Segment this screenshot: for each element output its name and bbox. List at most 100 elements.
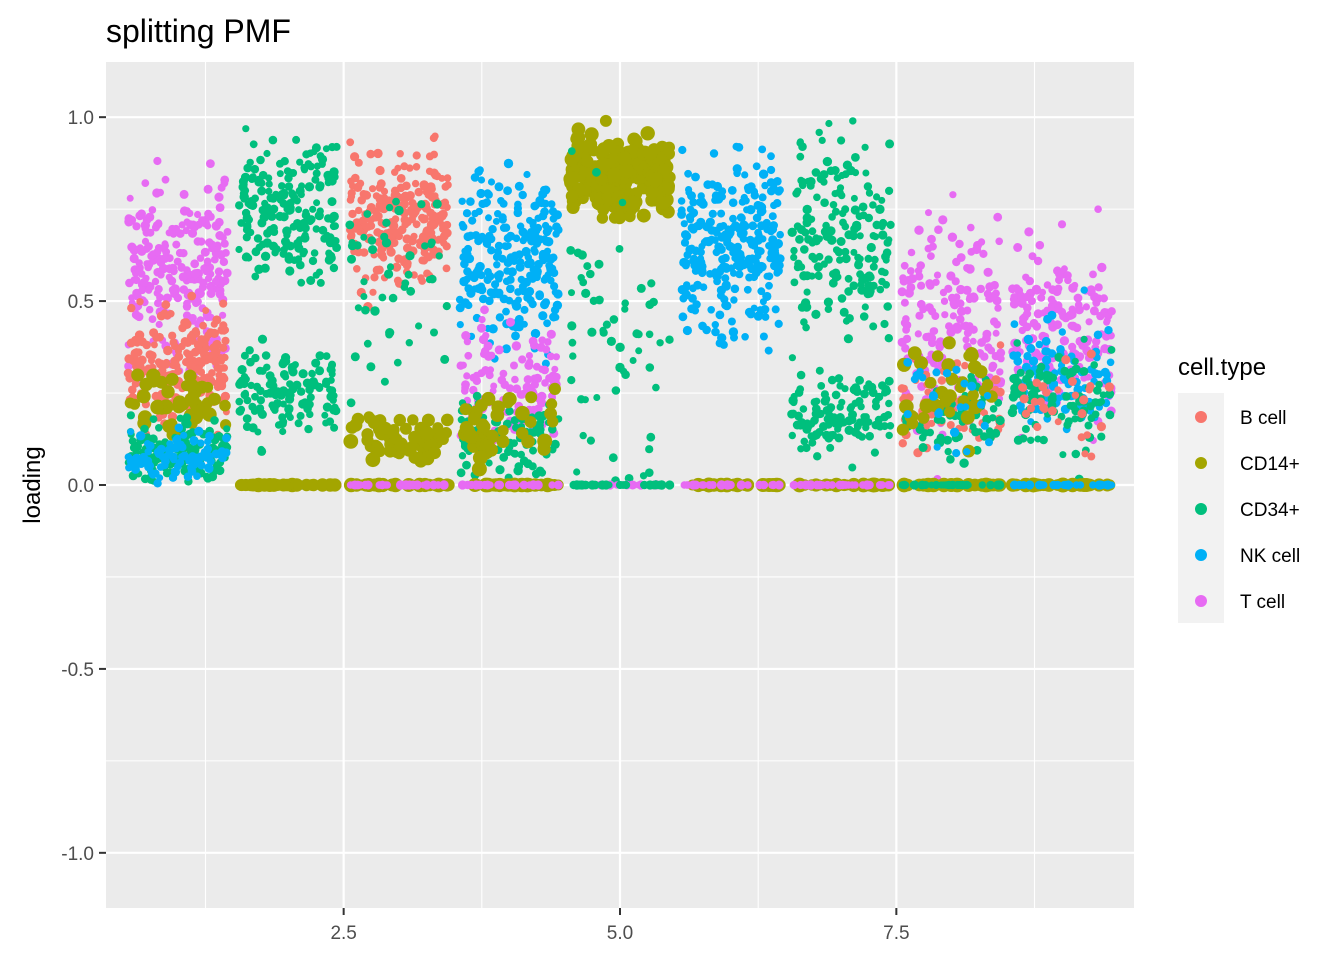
data-point	[962, 336, 970, 344]
data-point	[235, 397, 244, 406]
data-point	[200, 247, 210, 257]
data-point	[624, 210, 636, 223]
data-point	[304, 182, 315, 192]
data-point	[579, 278, 588, 287]
data-point	[494, 248, 503, 257]
data-point	[942, 389, 957, 404]
data-point	[156, 474, 164, 482]
data-point	[151, 391, 161, 401]
data-point	[949, 427, 960, 437]
data-point	[810, 398, 819, 407]
data-point	[885, 399, 893, 408]
data-point	[952, 365, 961, 374]
data-point	[483, 276, 492, 284]
data-point	[375, 265, 384, 275]
data-point	[360, 233, 368, 241]
data-point	[984, 343, 993, 352]
data-point	[257, 445, 265, 454]
data-point	[995, 237, 1003, 246]
data-point	[1079, 367, 1089, 376]
data-point	[692, 246, 700, 255]
data-point	[265, 371, 275, 381]
data-point	[497, 425, 509, 437]
data-point	[139, 377, 153, 392]
data-point	[878, 196, 886, 204]
data-point	[1081, 450, 1089, 458]
data-point	[215, 231, 225, 240]
data-point	[1033, 256, 1043, 266]
data-point	[938, 215, 948, 225]
data-point	[128, 385, 137, 395]
data-point	[886, 422, 895, 430]
data-point	[567, 321, 577, 331]
data-point	[866, 289, 874, 298]
data-point	[917, 281, 926, 290]
data-point	[1042, 355, 1052, 365]
data-point	[621, 305, 629, 313]
data-point	[306, 393, 315, 402]
data-point	[210, 255, 219, 264]
data-point	[129, 443, 139, 453]
data-point	[421, 242, 429, 250]
data-point	[831, 268, 841, 278]
data-point	[538, 365, 546, 373]
data-point	[141, 179, 150, 188]
data-point	[936, 433, 945, 442]
data-point	[318, 225, 328, 235]
data-point	[321, 411, 329, 419]
data-point	[876, 285, 885, 294]
data-point	[967, 389, 979, 401]
data-point	[386, 246, 395, 255]
data-point	[370, 306, 380, 316]
data-point	[1027, 436, 1035, 444]
data-point	[547, 200, 556, 209]
data-point	[962, 285, 972, 295]
data-point	[215, 203, 225, 213]
data-point	[183, 472, 193, 481]
data-point	[771, 305, 780, 314]
data-point	[220, 179, 229, 188]
data-point	[193, 297, 202, 306]
data-point	[472, 371, 481, 380]
data-point	[511, 301, 522, 311]
data-point	[645, 330, 654, 339]
data-point	[124, 453, 133, 461]
data-point	[1087, 452, 1096, 461]
data-point	[953, 481, 962, 489]
data-point	[210, 416, 219, 425]
data-point	[716, 480, 727, 490]
data-point	[1107, 346, 1116, 354]
data-point	[1033, 422, 1042, 432]
data-point	[396, 183, 406, 193]
data-point	[863, 182, 873, 191]
data-point	[717, 333, 727, 343]
data-point	[184, 351, 193, 360]
data-point	[389, 238, 399, 247]
data-point	[222, 433, 231, 443]
data-point	[378, 293, 387, 302]
data-point	[202, 381, 214, 393]
data-point	[239, 192, 248, 202]
data-point	[790, 278, 799, 287]
data-point	[163, 312, 171, 320]
data-point	[147, 351, 157, 361]
data-point	[738, 214, 746, 222]
data-point	[1103, 480, 1113, 490]
data-point	[465, 301, 473, 310]
data-point	[354, 158, 363, 167]
data-point	[869, 322, 878, 331]
data-point	[647, 279, 656, 288]
data-point	[1035, 240, 1045, 250]
data-point	[312, 225, 320, 233]
data-point	[135, 259, 143, 267]
data-point	[375, 165, 385, 176]
data-point	[824, 305, 833, 314]
data-point	[174, 352, 184, 362]
data-point	[1059, 336, 1070, 346]
data-point	[396, 174, 406, 183]
data-point	[510, 416, 519, 425]
data-point	[885, 236, 893, 244]
data-point	[640, 126, 655, 141]
data-point	[392, 228, 401, 238]
data-point	[820, 390, 830, 399]
